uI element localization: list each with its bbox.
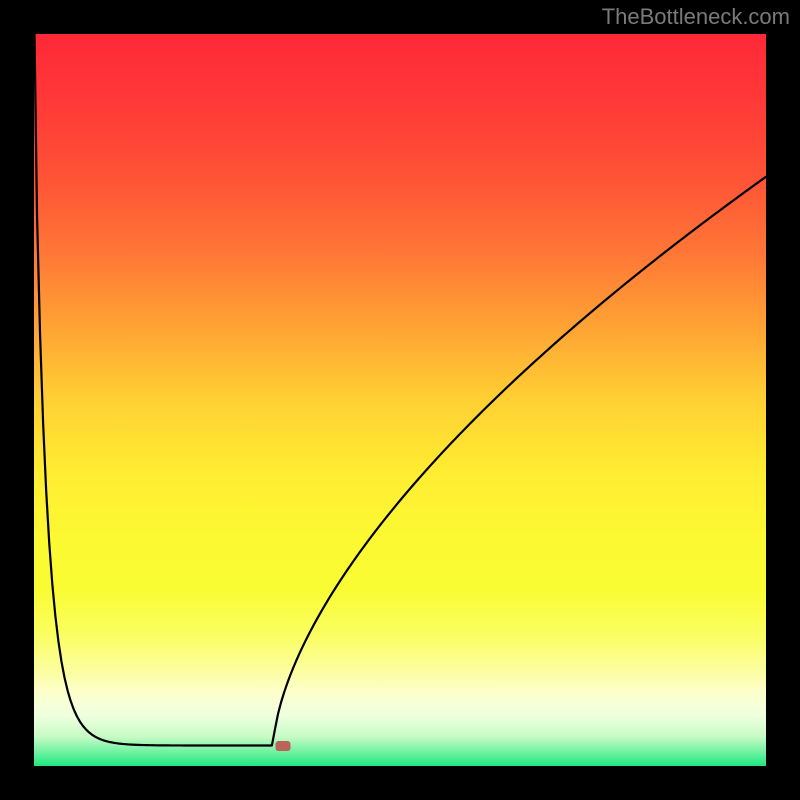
plot-area: [34, 34, 766, 766]
current-config-marker: [275, 741, 290, 751]
bottleneck-chart: TheBottleneck.com: [0, 0, 800, 800]
bottleneck-curve: [35, 34, 767, 746]
watermark-text: TheBottleneck.com: [602, 4, 790, 30]
curve-layer: [34, 34, 766, 766]
